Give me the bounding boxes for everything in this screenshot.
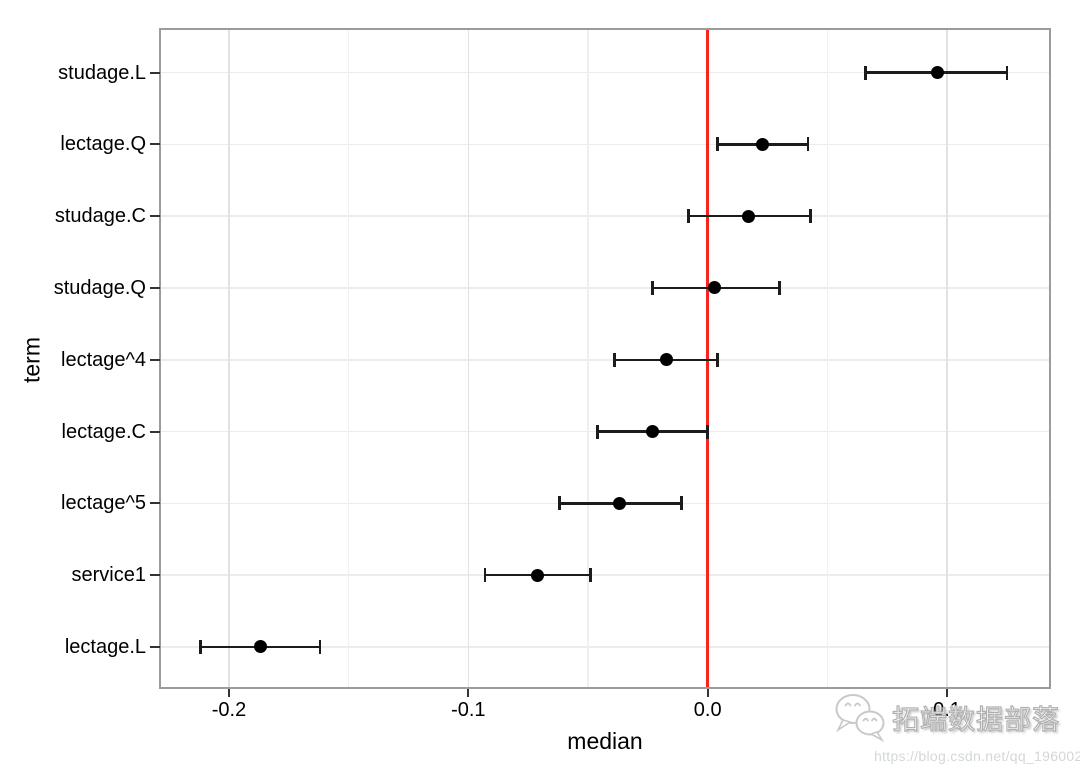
x-major-gridline	[467, 30, 470, 687]
point-estimate-dot	[708, 281, 722, 295]
wechat-icon	[835, 694, 885, 742]
y-tick-mark	[150, 71, 160, 74]
y-tick-label: lectage.C	[61, 420, 147, 443]
point-estimate-dot	[930, 66, 944, 80]
error-bar-cap-high	[1005, 65, 1009, 80]
point-estimate-dot	[741, 209, 755, 223]
y-tick-mark	[150, 358, 160, 361]
y-tick-mark	[150, 430, 160, 433]
x-major-gridline	[228, 30, 230, 687]
error-bar-cap-high	[318, 639, 322, 654]
error-bar-cap-high	[680, 496, 683, 511]
error-bar-cap-low	[596, 424, 599, 439]
x-tick-label: 0.1	[933, 699, 961, 721]
point-estimate-dot	[756, 137, 770, 151]
y-tick-mark	[150, 574, 160, 577]
x-tick-mark	[706, 689, 709, 697]
point-estimate-dot	[531, 568, 545, 582]
error-bar-cap-low	[864, 65, 867, 80]
error-bar-cap-low	[651, 280, 654, 295]
watermark-brand-text: 拓端数据部落	[891, 704, 1060, 735]
x-tick-label: -0.1	[451, 699, 486, 721]
row-gridline	[161, 574, 1049, 576]
x-axis-title: median	[567, 728, 643, 754]
x-tick-mark	[227, 689, 230, 697]
y-tick-mark	[150, 143, 160, 146]
error-bar-cap-high	[778, 280, 781, 295]
point-estimate-dot	[660, 353, 674, 367]
row-gridline	[161, 646, 1049, 648]
row-gridline	[161, 287, 1049, 289]
x-minor-gridline	[347, 30, 350, 687]
point-estimate-dot	[646, 425, 660, 439]
x-major-gridline	[946, 30, 948, 687]
row-gridline	[161, 359, 1049, 361]
error-bar-cap-high	[706, 424, 709, 439]
error-bar-cap-low	[613, 352, 616, 367]
error-bar-cap-high	[806, 137, 810, 152]
x-minor-gridline	[826, 30, 829, 687]
x-tick-mark	[467, 689, 470, 697]
watermark-url-text: https://blog.csdn.net/qq_19600291	[874, 748, 1080, 764]
error-bar-cap-high	[716, 352, 719, 367]
x-tick-label: 0.0	[693, 699, 722, 721]
row-gridline	[161, 215, 1049, 217]
row-gridline	[161, 71, 1049, 74]
y-tick-label: service1	[71, 564, 146, 587]
error-bar-cap-low	[687, 209, 690, 224]
y-tick-label: lectage.L	[64, 635, 146, 658]
point-estimate-dot	[612, 496, 626, 510]
y-tick-label: studage.L	[58, 61, 146, 84]
x-tick-mark	[946, 689, 949, 697]
y-axis-title: term	[18, 337, 45, 383]
x-minor-gridline	[587, 30, 589, 687]
error-bar-cap-low	[558, 496, 561, 511]
y-tick-mark	[150, 286, 160, 289]
error-bar-cap-low	[199, 639, 202, 654]
error-bar-cap-high	[589, 568, 592, 583]
x-tick-label: -0.2	[211, 699, 247, 721]
y-tick-label: studage.C	[54, 205, 146, 228]
y-tick-label: lectage^4	[61, 348, 146, 371]
y-tick-mark	[150, 502, 160, 505]
error-bar-cap-high	[809, 209, 812, 224]
point-estimate-dot	[253, 640, 267, 654]
error-bar-cap-low	[716, 137, 719, 152]
y-tick-label: studage.Q	[53, 276, 146, 299]
y-tick-label: lectage.Q	[60, 133, 146, 156]
y-tick-mark	[150, 215, 160, 218]
row-gridline	[161, 143, 1049, 146]
watermark: 拓端数据部落	[832, 692, 1060, 742]
y-tick-label: lectage^5	[61, 492, 146, 515]
y-tick-mark	[150, 645, 160, 648]
error-bar-cap-low	[483, 568, 487, 583]
